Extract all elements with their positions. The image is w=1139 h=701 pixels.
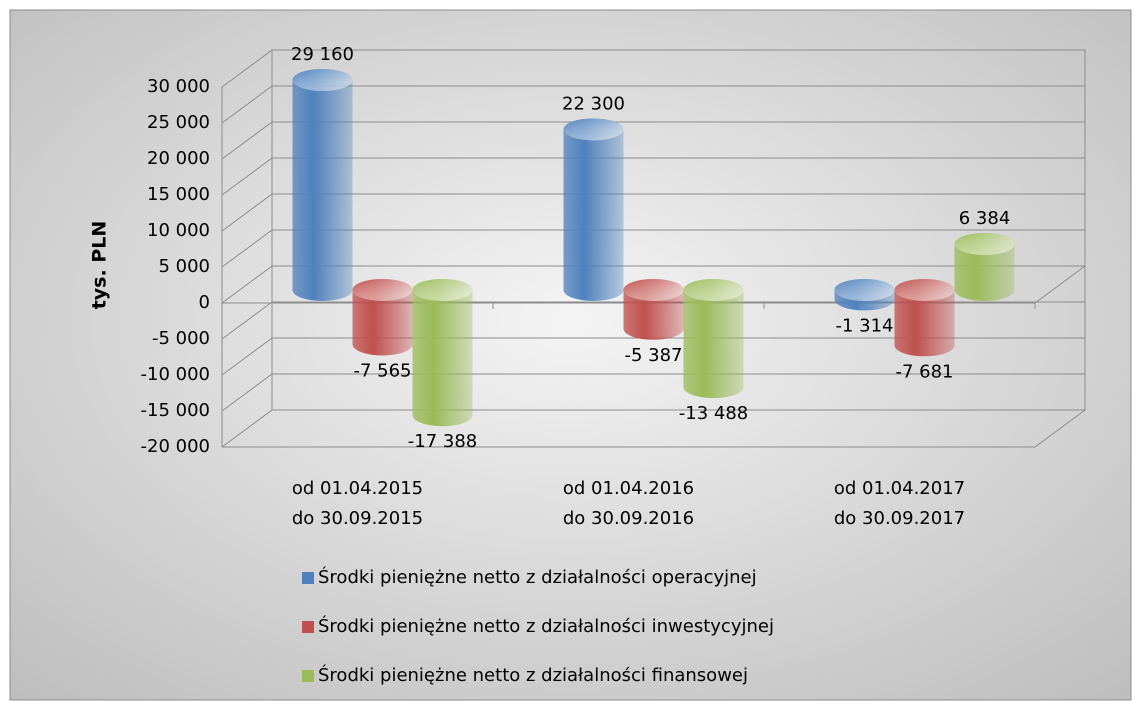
x-tick-label: od 01.04.2016 do 30.09.2016 xyxy=(562,478,695,529)
cylinder xyxy=(563,118,624,302)
data-label: -13 488 xyxy=(679,403,748,424)
grid-line xyxy=(221,157,1085,196)
y-tick-label: 0 xyxy=(199,292,210,313)
y-tick-label: -15 000 xyxy=(141,400,210,421)
grid-line xyxy=(221,409,1085,448)
grid-line xyxy=(221,301,1085,340)
data-label: 22 300 xyxy=(562,93,625,114)
data-label: -17 388 xyxy=(408,431,477,452)
grid-line xyxy=(221,229,1085,268)
y-tick-label: 30 000 xyxy=(147,76,210,97)
cylinder-top xyxy=(623,279,684,301)
cylinder-top xyxy=(412,279,473,301)
legend-label: Środki pieniężne netto z działalności op… xyxy=(318,566,757,588)
data-label: 6 384 xyxy=(959,208,1011,229)
x-tick-label: od 01.04.2017 do 30.09.2017 xyxy=(833,478,966,529)
cylinder-top xyxy=(834,279,895,301)
y-tick-label: -5 000 xyxy=(152,328,210,349)
cylinder xyxy=(292,69,353,302)
data-label: -5 387 xyxy=(624,345,682,366)
data-label: -7 565 xyxy=(353,360,411,381)
y-tick-label: -10 000 xyxy=(141,364,210,385)
data-label: 29 160 xyxy=(291,44,354,65)
grid-line xyxy=(221,193,1085,232)
grid-line xyxy=(221,373,1085,412)
grid-line xyxy=(221,49,1085,88)
cylinder-top xyxy=(352,279,413,301)
data-label: -1 314 xyxy=(835,315,893,336)
cylinder-top xyxy=(894,279,955,301)
grid-line xyxy=(221,265,1085,304)
y-tick-label: 10 000 xyxy=(147,220,210,241)
y-axis-label: tys. PLN xyxy=(89,221,111,310)
legend-swatch xyxy=(302,621,314,633)
grid-line xyxy=(221,121,1085,160)
y-tick-label: 25 000 xyxy=(147,112,210,133)
x-tick-label: od 01.04.2015 do 30.09.2015 xyxy=(291,478,424,529)
cylinder xyxy=(412,279,473,427)
cylinder-top xyxy=(954,233,1015,256)
grid-line xyxy=(221,85,1085,124)
data-label: -7 681 xyxy=(895,361,953,382)
cylinder-top xyxy=(292,69,353,92)
y-tick-label: 20 000 xyxy=(147,148,210,169)
legend-swatch xyxy=(302,572,314,584)
y-tick-label: -20 000 xyxy=(141,436,210,457)
y-tick-label: 15 000 xyxy=(147,184,210,205)
grid-line xyxy=(221,337,1085,376)
cylinder-top xyxy=(563,118,624,141)
y-tick-label: 5 000 xyxy=(158,256,210,277)
legend-label: Środki pieniężne netto z działalności fi… xyxy=(318,664,748,686)
cylinder-top xyxy=(683,279,744,301)
legend-label: Środki pieniężne netto z działalności in… xyxy=(318,615,774,637)
floor xyxy=(222,409,1086,448)
legend-swatch xyxy=(302,670,314,682)
cylinder xyxy=(683,279,744,399)
